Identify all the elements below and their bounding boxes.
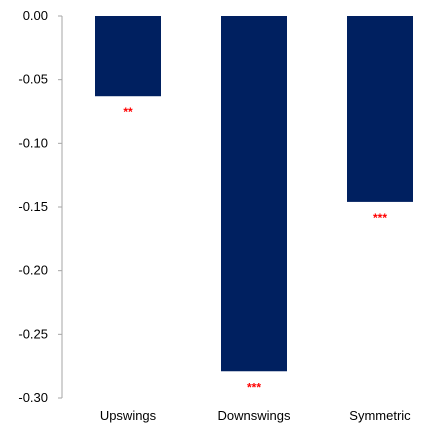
bars (95, 16, 413, 372)
x-category-label: Upswings (100, 408, 157, 423)
x-category-label: Symmetric (349, 408, 411, 423)
y-tick-label: -0.05 (18, 72, 48, 87)
significance-label: *** (373, 211, 387, 225)
bar-upswings (95, 16, 161, 97)
significance-label: ** (123, 105, 133, 119)
y-tick-label: -0.25 (18, 326, 48, 341)
significance-label: *** (247, 380, 261, 394)
bar-downswings (221, 16, 287, 372)
significance-annotations: ******** (123, 105, 387, 394)
y-tick-label: -0.15 (18, 199, 48, 214)
y-tick-label: -0.20 (18, 263, 48, 278)
x-axis-labels: Upswings Downswings Symmetric (100, 408, 411, 423)
y-tick-label: -0.30 (18, 390, 48, 405)
bar-symmetric (347, 16, 413, 202)
y-tick-label: -0.10 (18, 135, 48, 150)
x-category-label: Downswings (218, 408, 291, 423)
y-tick-label: 0.00 (23, 8, 48, 23)
y-axis: 0.00 -0.05 -0.10 -0.15 -0.20 -0.25 -0.30 (18, 8, 63, 405)
